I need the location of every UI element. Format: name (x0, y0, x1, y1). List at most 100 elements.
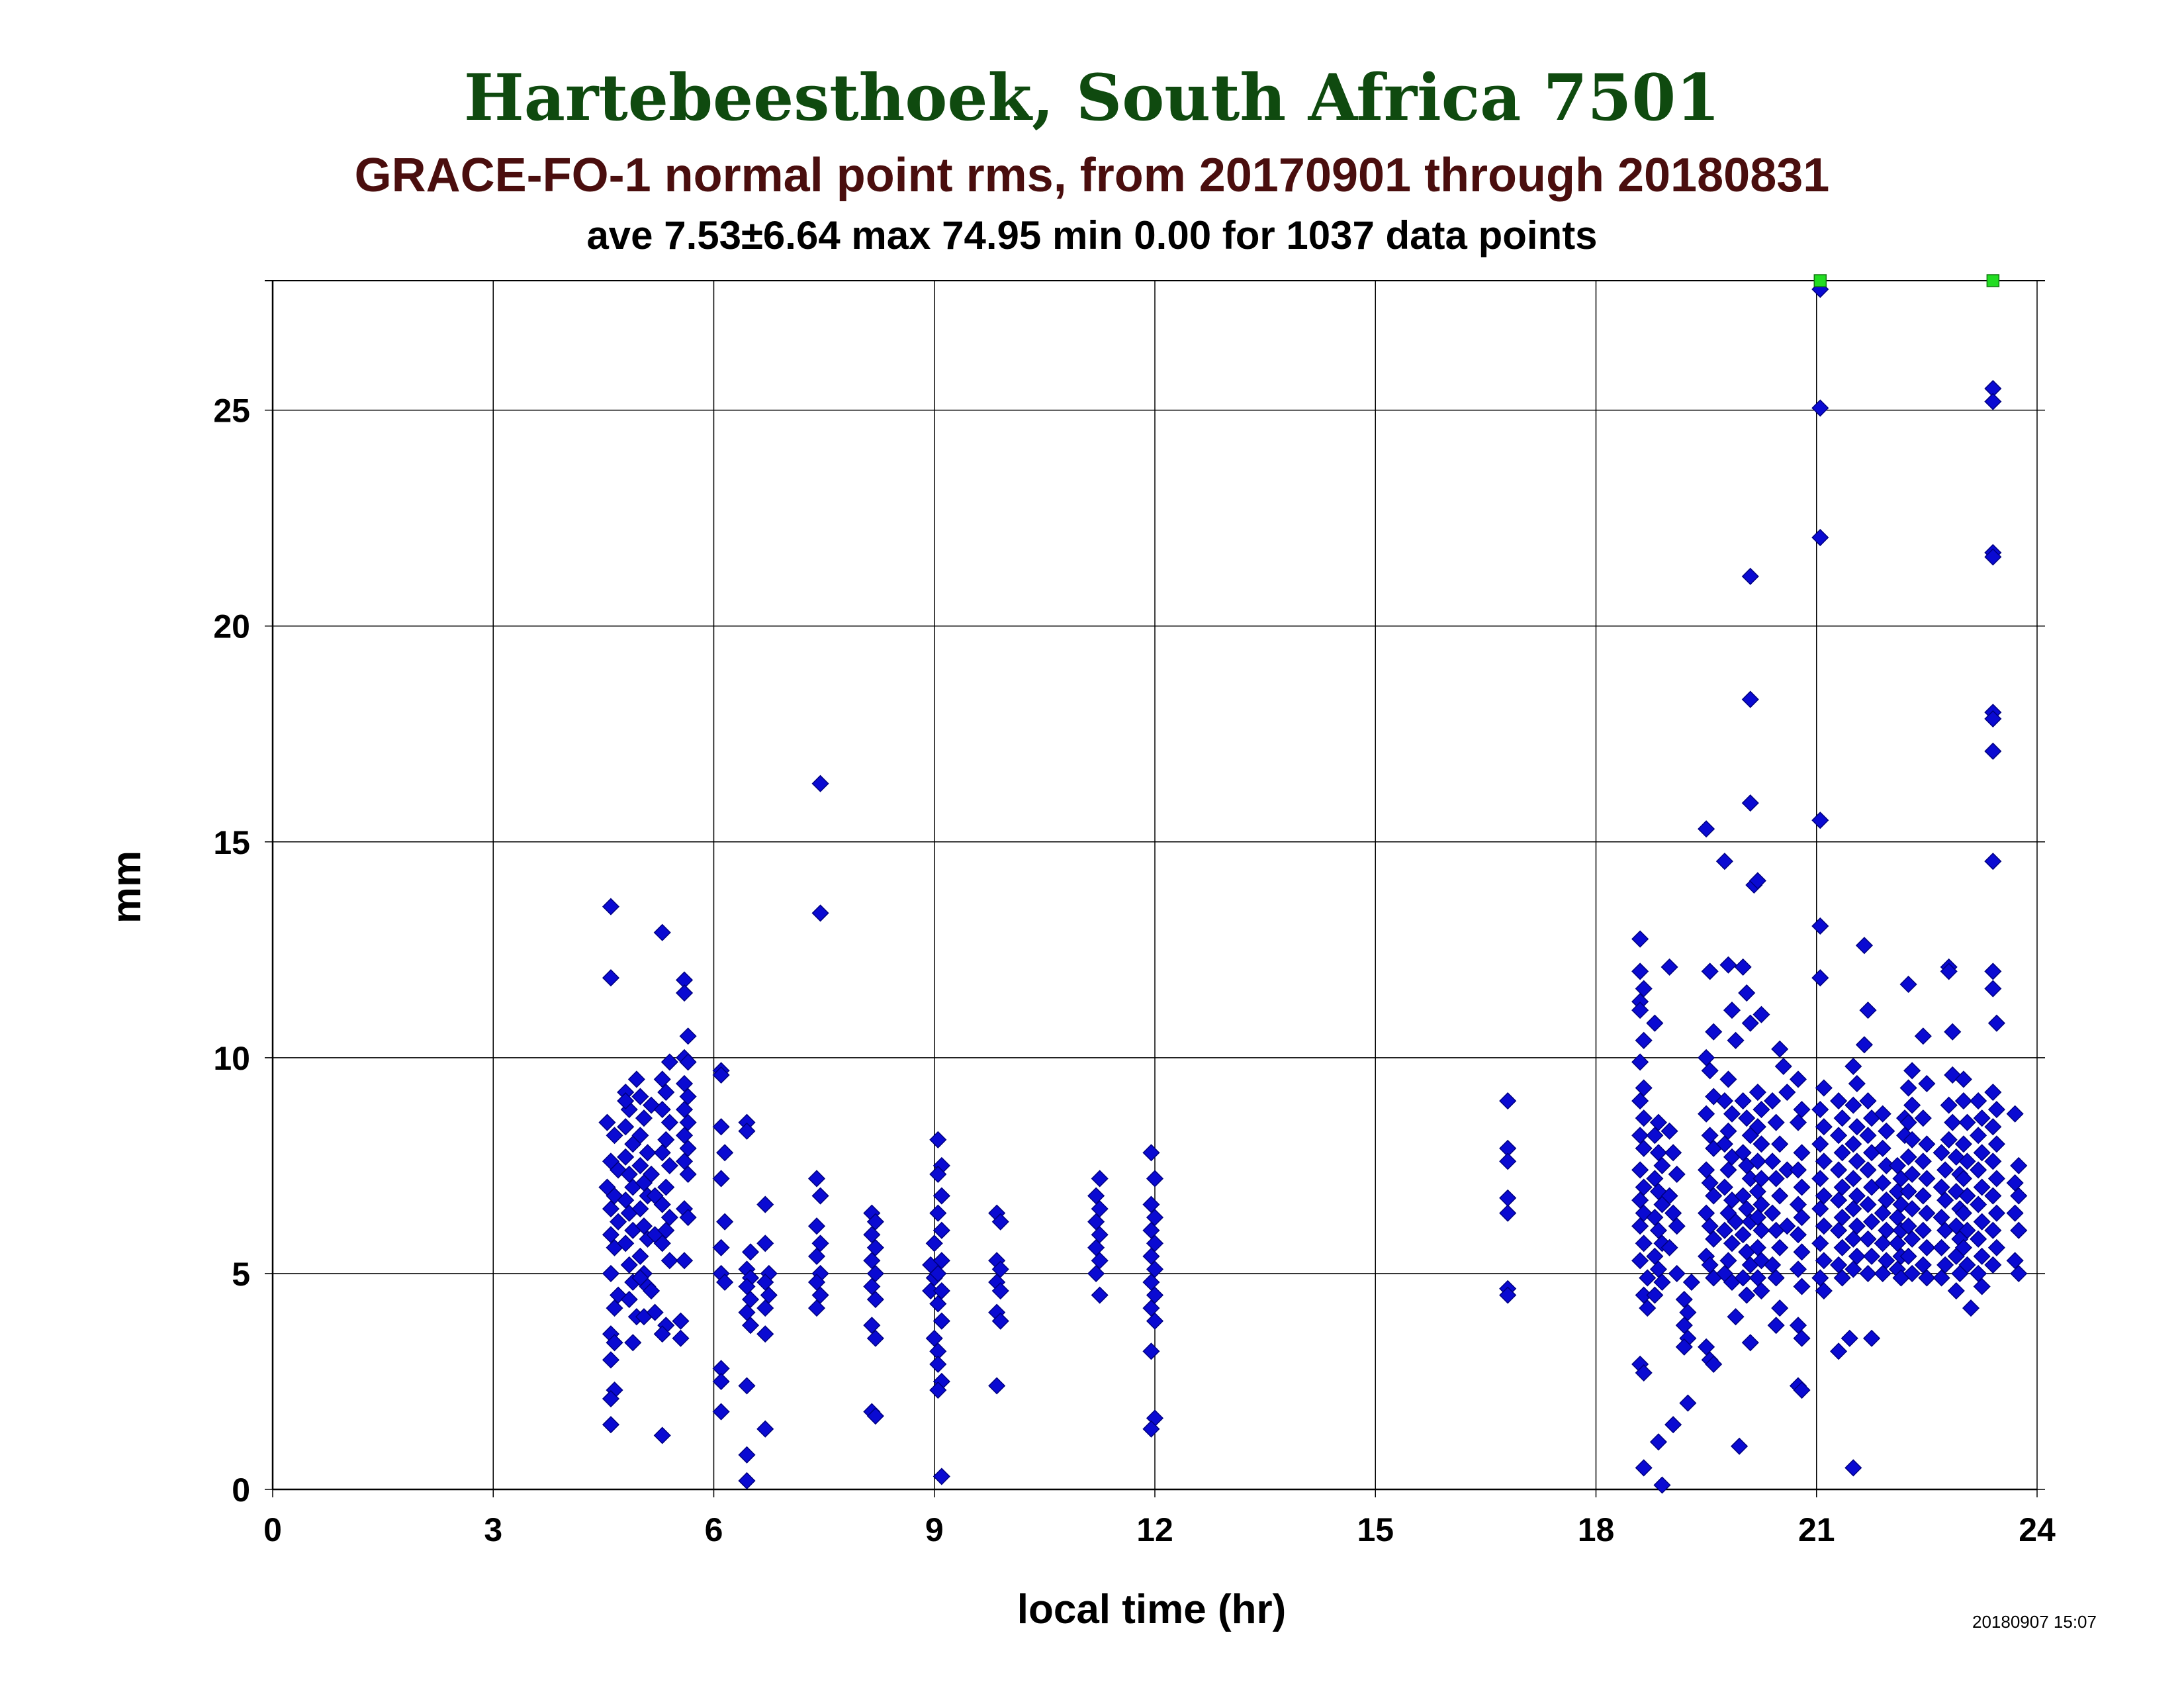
data-point (1631, 1252, 1649, 1270)
data-point (1984, 1221, 2002, 1239)
data-point (811, 1187, 829, 1205)
data-point (1903, 1096, 1921, 1114)
data-point (716, 1213, 734, 1231)
data-point (598, 1113, 616, 1131)
y-tick-label: 5 (232, 1256, 250, 1293)
data-point (679, 1139, 697, 1157)
data-point (610, 1213, 627, 1231)
data-point (1635, 1079, 1653, 1097)
y-tick-label: 15 (213, 824, 250, 861)
data-point (679, 1088, 697, 1105)
data-point (1815, 1217, 1833, 1235)
data-point (1958, 1152, 1976, 1170)
data-point (1793, 1243, 1811, 1261)
x-tick-label: 24 (2019, 1511, 2056, 1548)
data-point (631, 1247, 649, 1265)
data-point (1635, 1459, 1653, 1477)
data-point (1631, 962, 1649, 980)
data-point (1958, 1256, 1976, 1274)
data-point (1146, 1235, 1164, 1252)
data-point (1888, 1156, 1907, 1174)
data-point (1653, 1156, 1671, 1174)
data-point (1087, 1239, 1105, 1256)
data-point (738, 1122, 756, 1140)
data-point (1789, 1113, 1807, 1131)
data-point (1752, 1006, 1770, 1023)
data-point (929, 1295, 947, 1313)
plot-timestamp: 20180907 15:07 (1972, 1612, 2097, 1632)
data-point (1771, 1040, 1789, 1058)
data-point (863, 1226, 881, 1244)
data-point (1741, 1334, 1759, 1352)
data-point (1499, 1204, 1517, 1222)
data-point (756, 1196, 774, 1213)
data-point (1631, 1192, 1649, 1209)
data-point (1738, 1286, 1756, 1304)
data-point (1914, 1109, 1932, 1127)
data-point (1987, 1239, 2005, 1256)
overflow-marker (1986, 274, 2000, 287)
data-point (1833, 1209, 1851, 1227)
data-point (1091, 1286, 1109, 1304)
data-point (1731, 1437, 1749, 1455)
data-point (1701, 1174, 1719, 1192)
data-point (1970, 1230, 1987, 1248)
data-point (602, 1416, 620, 1434)
data-point (1984, 393, 2002, 410)
data-point (1848, 1152, 1866, 1170)
data-point (1844, 1135, 1862, 1153)
plot-frame (265, 280, 2045, 1491)
data-point (1698, 1049, 1715, 1066)
data-point (2006, 1252, 2024, 1270)
data-point (643, 1165, 660, 1183)
data-point (1752, 1196, 1770, 1213)
data-point (1087, 1264, 1105, 1282)
data-point (653, 1144, 671, 1162)
data-point (1958, 1113, 1976, 1131)
data-point (1874, 1204, 1891, 1222)
data-point (1815, 1079, 1833, 1097)
data-point (1774, 1057, 1792, 1075)
data-point (2010, 1156, 2028, 1174)
data-point (866, 1213, 884, 1231)
data-point (1859, 1196, 1877, 1213)
data-point (1635, 1031, 1653, 1049)
data-point (1970, 1196, 1987, 1213)
data-point (1661, 1239, 1678, 1256)
data-point (933, 1468, 950, 1485)
data-point (617, 1235, 635, 1252)
data-point (1649, 1433, 1667, 1451)
data-point (1705, 1355, 1723, 1373)
data-point (2010, 1187, 2028, 1205)
data-point (1811, 528, 1829, 547)
data-point (1830, 1256, 1848, 1274)
data-point (1764, 1204, 1782, 1222)
data-point (1146, 1170, 1164, 1188)
data-point (866, 1290, 884, 1309)
data-point (1631, 1127, 1649, 1145)
data-point (1899, 1182, 1917, 1201)
data-point (1741, 567, 1759, 585)
data-point (1698, 1161, 1715, 1179)
data-point (1830, 1161, 1848, 1179)
data-point (1815, 1252, 1833, 1270)
data-point (1984, 1152, 2002, 1170)
data-point (676, 1152, 694, 1170)
data-point (1749, 1118, 1766, 1136)
data-point (1859, 1264, 1877, 1282)
data-point (1734, 1226, 1752, 1244)
data-point (1954, 1135, 1972, 1153)
data-point (1984, 853, 2002, 870)
data-point (1087, 1213, 1105, 1231)
data-point (1984, 742, 2002, 760)
data-point (1984, 1118, 2002, 1136)
data-point (1653, 1273, 1671, 1291)
data-point (866, 1329, 884, 1347)
data-point (1987, 1204, 2005, 1222)
data-point (1723, 1105, 1741, 1123)
data-point (1719, 956, 1737, 974)
data-point (660, 1252, 678, 1270)
data-point (1940, 962, 1958, 980)
data-point (1954, 1092, 1972, 1110)
data-point (1646, 1014, 1664, 1032)
